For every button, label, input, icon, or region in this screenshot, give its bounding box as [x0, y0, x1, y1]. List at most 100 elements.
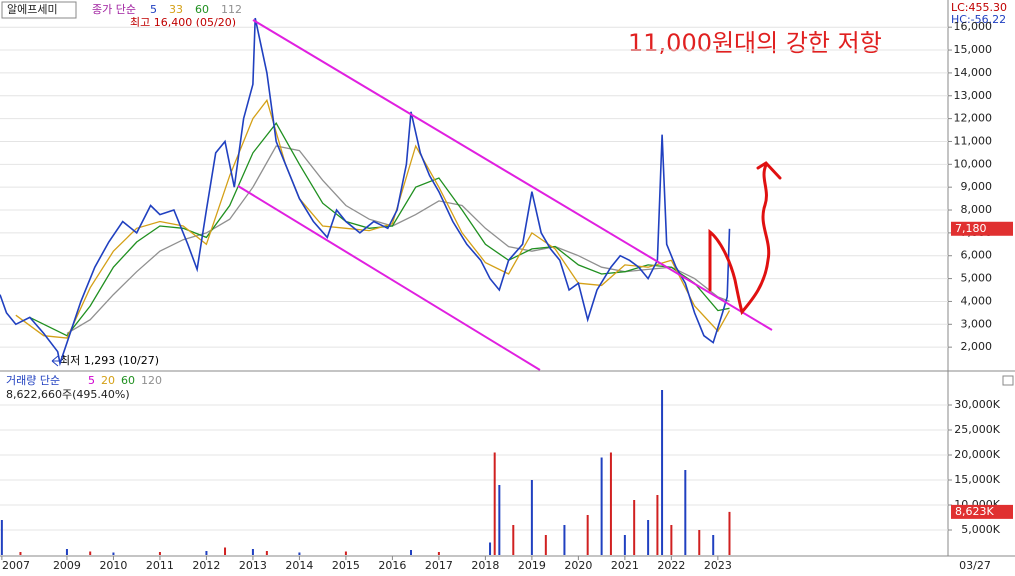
volume-bar [498, 485, 501, 555]
y-tick-label: 4,000 [961, 294, 993, 307]
volume-bar [19, 552, 22, 555]
volume-bar [251, 549, 254, 555]
volume-bar [298, 552, 301, 555]
x-tick-label: 2023 [704, 559, 732, 572]
x-tick-label: 2014 [285, 559, 313, 572]
volume-legend-title: 거래량 단순 [6, 374, 60, 387]
x-tick-label: 2018 [471, 559, 499, 572]
x-tick-label: 2020 [564, 559, 592, 572]
last-volume-label: 8,623K [955, 505, 994, 518]
legend-title: 종가 단순 [92, 3, 136, 16]
y-tick-label: 15,000K [954, 473, 1000, 486]
volume-bar [205, 551, 208, 555]
y-tick-label: 10,000 [954, 157, 993, 170]
ticker-box[interactable] [1, 1, 77, 19]
y-tick-label: 11,000 [954, 134, 993, 147]
volume-bar [493, 452, 496, 555]
upper-trend-line [252, 19, 773, 331]
volume-bar [712, 535, 715, 555]
volume-legend-item: 120 [141, 374, 162, 387]
lower-trend-line [237, 185, 541, 371]
y-tick-label: 6,000 [961, 249, 993, 262]
y-tick-label: 8,000 [961, 203, 993, 216]
volume-bar [410, 550, 413, 555]
legend-item: 33 [169, 3, 183, 16]
price-line [29, 122, 730, 337]
x-tick-label: 2021 [611, 559, 639, 572]
price-line [66, 145, 730, 334]
y-tick-label: 16,000 [954, 20, 993, 33]
x-tick-label: 2022 [657, 559, 685, 572]
x-tick-label: 2007 [2, 559, 30, 572]
price-line [0, 17, 731, 367]
volume-bar [437, 552, 440, 555]
volume-bar [112, 552, 115, 555]
x-tick-label: 2009 [53, 559, 81, 572]
y-tick-label: 15,000 [954, 43, 993, 56]
x-tick-label: 2019 [518, 559, 546, 572]
resistance-note: 11,000원대의 강한 저항 [628, 29, 882, 57]
x-tick-label: 2015 [332, 559, 360, 572]
low-annotation: 최저 1,293 (10/27) [60, 354, 159, 367]
lc-label: LC:455.30 [951, 1, 1007, 14]
price-line [15, 98, 731, 339]
date-label: 03/27 [959, 559, 991, 572]
ticker-name: 알에프세미 [7, 2, 58, 16]
volume-bar [623, 535, 626, 555]
panel-button[interactable] [1002, 375, 1014, 386]
volume-bar [65, 549, 68, 555]
volume-bar [728, 511, 731, 555]
volume-bar [344, 551, 347, 555]
last-price-label: 7,180 [955, 222, 987, 235]
y-tick-label: 13,000 [954, 89, 993, 102]
y-tick-label: 30,000K [954, 398, 1000, 411]
x-tick-label: 2017 [425, 559, 453, 572]
volume-bar [563, 525, 566, 555]
volume-bar [698, 530, 701, 555]
volume-bar [224, 547, 227, 555]
x-tick-label: 2010 [99, 559, 127, 572]
volume-bar [0, 520, 3, 555]
volume-bar [633, 500, 636, 555]
y-tick-label: 25,000K [954, 423, 1000, 436]
legend-item: 112 [221, 3, 242, 16]
y-tick-label: 2,000 [961, 340, 993, 353]
volume-info: 8,622,660주(495.40%) [6, 388, 130, 401]
volume-bar [647, 520, 650, 555]
volume-bar [158, 552, 161, 555]
volume-bar [489, 542, 492, 555]
y-tick-label: 20,000K [954, 448, 1000, 461]
x-tick-label: 2016 [378, 559, 406, 572]
volume-bar [600, 457, 603, 555]
x-tick-label: 2012 [192, 559, 220, 572]
y-tick-label: 14,000 [954, 66, 993, 79]
y-tick-label: 3,000 [961, 317, 993, 330]
y-tick-label: 5,000 [961, 272, 993, 285]
volume-bar [512, 525, 515, 555]
volume-bar [586, 515, 589, 555]
volume-bar [670, 525, 673, 555]
volume-bar [661, 390, 664, 555]
y-tick-label: 5,000K [961, 523, 1000, 536]
volume-bar [544, 535, 547, 555]
y-tick-label: 9,000 [961, 180, 993, 193]
volume-bar [89, 551, 92, 555]
last-price-box [951, 221, 1013, 236]
volume-bar [530, 480, 533, 555]
volume-bar [684, 470, 687, 555]
volume-legend-item: 5 [88, 374, 95, 387]
volume-legend-item: 60 [121, 374, 135, 387]
last-volume-box [951, 504, 1013, 519]
legend-item: 5 [150, 3, 157, 16]
hand-drawn-arrow [708, 161, 782, 316]
volume-bar [265, 551, 268, 555]
y-tick-label: 12,000 [954, 112, 993, 125]
legend-item: 60 [195, 3, 209, 16]
hc-label: HC:-56.22 [951, 13, 1006, 26]
volume-bar [656, 495, 659, 555]
x-tick-label: 2011 [146, 559, 174, 572]
low-pointer [51, 355, 60, 367]
x-tick-label: 2013 [239, 559, 267, 572]
